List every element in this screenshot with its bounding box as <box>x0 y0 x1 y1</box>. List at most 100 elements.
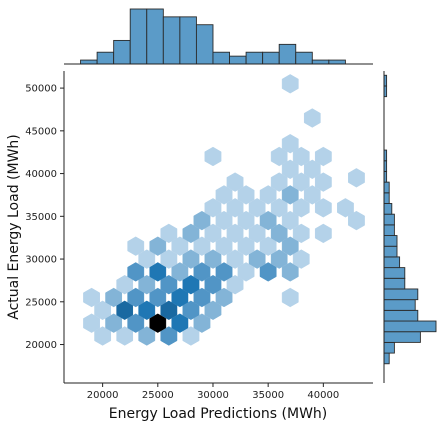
hex-cell <box>105 313 123 333</box>
right-hist-bar <box>383 309 419 322</box>
hex-cell <box>226 249 244 269</box>
hex-cell <box>237 236 255 256</box>
y-tick-label: 35000 <box>25 212 57 223</box>
hex-cell <box>314 198 332 218</box>
right-hist-bar <box>383 203 393 215</box>
top-hist-bar <box>278 43 297 65</box>
top-hist-bar <box>262 51 280 65</box>
hex-cell <box>160 300 178 320</box>
hex-cell <box>149 262 167 282</box>
y-tick-label: 40000 <box>25 169 57 180</box>
right-hist-bar <box>383 192 390 204</box>
hex-cell <box>281 185 299 205</box>
hex-cell <box>348 168 365 188</box>
hex-cell <box>215 210 233 231</box>
hex-cell <box>160 326 178 346</box>
hex-cell <box>160 223 178 244</box>
hex-cell <box>171 313 189 333</box>
top-hist-bar <box>195 24 214 65</box>
hex-cell <box>303 185 321 205</box>
x-axis-title: Energy Load Predictions (MWh) <box>109 406 328 422</box>
hex-cell <box>292 172 310 192</box>
top-marginal-histogram <box>80 8 346 65</box>
hex-cell <box>105 287 123 308</box>
x-tick-label: 20000 <box>87 390 119 401</box>
hex-cell <box>182 300 200 320</box>
hex-cell <box>270 172 288 192</box>
hex-cell <box>127 236 145 256</box>
right-hist-bar <box>383 331 421 343</box>
right-hist-bar <box>383 352 390 365</box>
hex-cell <box>171 262 189 282</box>
hex-cell <box>171 236 189 256</box>
top-hist-bar <box>295 51 313 65</box>
hex-cell <box>138 249 156 269</box>
top-hist-bar <box>162 16 181 65</box>
hex-cell <box>314 146 332 167</box>
y-tick-label: 50000 <box>25 84 57 95</box>
right-marginal-histogram <box>383 74 437 365</box>
hex-cell <box>281 210 299 231</box>
hex-cell <box>281 134 299 154</box>
hex-cell <box>94 326 112 346</box>
hex-cell <box>281 262 299 282</box>
hex-cell <box>83 287 100 308</box>
hex-cell <box>270 198 288 218</box>
hex-cell <box>215 236 233 256</box>
hex-cell <box>259 262 277 282</box>
hex-cell <box>160 249 178 269</box>
hex-cell <box>193 210 211 231</box>
hex-cell <box>149 287 167 308</box>
x-tick-label: 35000 <box>252 390 284 401</box>
hex-cell <box>204 198 222 218</box>
x-tick-label: 40000 <box>307 390 339 401</box>
hex-cell <box>248 198 266 218</box>
hex-cell <box>94 300 112 320</box>
hex-cell <box>149 313 167 333</box>
hex-cell <box>281 159 299 179</box>
hex-cell <box>281 74 299 94</box>
y-tick-label: 20000 <box>25 340 57 351</box>
top-hist-bar <box>179 16 197 65</box>
x-tick-label: 25000 <box>142 390 174 401</box>
hex-cell <box>127 262 145 282</box>
right-hist-bar <box>383 224 395 236</box>
hex-cell <box>127 287 145 308</box>
hex-cell <box>116 275 134 295</box>
hex-cell <box>193 236 211 256</box>
top-hist-bar <box>328 59 346 65</box>
hex-cell <box>204 249 222 269</box>
hex-cell <box>248 223 266 244</box>
hex-cell <box>116 300 134 320</box>
hex-cell <box>248 249 266 269</box>
hex-cell <box>259 210 277 231</box>
top-hist-bar <box>311 59 330 65</box>
hex-cell <box>226 275 244 295</box>
y-tick-label: 25000 <box>25 297 57 308</box>
y-tick-label: 45000 <box>25 126 57 137</box>
top-hist-bar <box>96 51 115 65</box>
hex-cell <box>281 236 299 256</box>
hex-cell <box>171 287 189 308</box>
hex-cell <box>314 172 332 192</box>
x-tick-label: 30000 <box>197 390 229 401</box>
hex-cell <box>303 108 321 128</box>
hex-cell <box>193 262 211 282</box>
top-hist-bar <box>212 51 230 65</box>
hex-cell <box>204 146 222 167</box>
right-hist-bar <box>383 341 395 354</box>
hex-cell <box>215 262 233 282</box>
hex-cell <box>138 326 156 346</box>
top-hist-bar <box>80 59 98 65</box>
hex-cell <box>292 198 310 218</box>
hex-cell <box>193 313 211 333</box>
hex-cell <box>292 223 310 244</box>
hex-cell <box>160 275 178 295</box>
hex-cell <box>182 249 200 269</box>
hex-cell <box>182 223 200 244</box>
hex-cell <box>182 326 200 346</box>
hex-cell <box>259 236 277 256</box>
top-hist-bar <box>229 55 247 65</box>
hex-cell <box>149 236 167 256</box>
hex-cell <box>337 198 354 218</box>
